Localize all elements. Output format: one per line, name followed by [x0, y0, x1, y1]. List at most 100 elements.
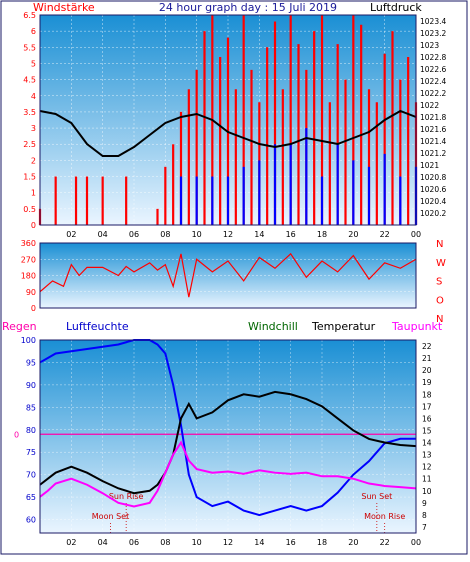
panel3-border: [39, 339, 417, 534]
reference-line: 0: [14, 430, 416, 439]
humidity-tick-label: 75: [26, 448, 36, 457]
pressure-tick-label: 1021: [420, 161, 439, 170]
humidity-tick-label: 90: [26, 381, 36, 390]
reference-line-label: 0: [14, 430, 19, 439]
temperature-tick-label: 11: [422, 475, 432, 484]
hour-tick-label: 10: [192, 230, 202, 239]
humidity-temperature-panel: Sun Rise Sun Set Moon Set Moon Rise 0 100 95…: [14, 336, 432, 547]
temperature-tick-label: 16: [422, 414, 432, 423]
hour-tick-label: 04: [98, 230, 108, 239]
wind-tick-label: 0.5: [23, 205, 36, 214]
pressure-series: [39, 109, 417, 157]
hour-tick-label: 10: [192, 538, 202, 547]
hour-tick-label: 16: [286, 230, 296, 239]
temperature-tick-label: 7: [422, 523, 427, 532]
hour-tick-label: 06: [129, 538, 139, 547]
temperature-tick-label: 9: [422, 499, 427, 508]
direction-tick-label: 180: [21, 272, 36, 281]
pressure-tick-label: 1020.4: [420, 197, 446, 206]
series-line: [39, 390, 417, 495]
pressure-axis-title: Luftdruck: [370, 1, 422, 14]
wind-tick-label: 5: [31, 59, 36, 68]
hour-tick-label: 08: [160, 538, 170, 547]
wind-direction-line: [39, 252, 417, 298]
legend-humidity: Luftfeuchte: [66, 320, 129, 333]
event-label: Sun Rise: [109, 492, 144, 501]
compass-label: O: [436, 295, 444, 306]
temperature-tick-label: 14: [422, 439, 432, 448]
humidity-tick-label: 85: [26, 403, 36, 412]
wind-tick-label: 2: [31, 156, 36, 165]
chart-title: 24 hour graph day : 15 Juli 2019: [159, 1, 337, 14]
temperature-tick-label: 22: [422, 342, 432, 351]
pressure-tick-label: 1021.6: [420, 125, 446, 134]
panel2-border: [39, 242, 417, 309]
wind-tick-label: 4.5: [23, 76, 36, 85]
temperature-tick-label: 10: [422, 487, 432, 496]
pressure-tick-label: 1020.8: [420, 173, 446, 182]
hour-tick-label: 08: [160, 230, 170, 239]
wind-tick-label: 6: [31, 27, 36, 36]
event-label: Moon Set: [92, 512, 129, 521]
hour-tick-label: 22: [380, 538, 390, 547]
humidity-tick-label: 70: [26, 471, 36, 480]
wind-tick-label: 1.5: [23, 173, 36, 182]
humidity-tick-label: 60: [26, 516, 36, 525]
wind-axis-title: Windstärke: [33, 1, 95, 14]
wind-tick-label: 2.5: [23, 140, 36, 149]
hour-tick-label: 14: [254, 538, 264, 547]
hour-tick-label: 18: [317, 538, 327, 547]
direction-y-axis: 360 270 180 90 0: [21, 239, 36, 313]
compass-label: N: [436, 314, 443, 325]
direction-tick-label: 90: [26, 288, 36, 297]
pressure-tick-label: 1023.4: [420, 17, 446, 26]
wind-tick-label: 1: [31, 189, 36, 198]
compass-label: S: [436, 277, 442, 288]
pressure-tick-label: 1021.2: [420, 149, 446, 158]
humidity-tick-label: 100: [21, 336, 36, 345]
wind-tick-label: 3: [31, 124, 36, 133]
pressure-line: [39, 109, 417, 157]
hour-tick-label: 12: [223, 230, 233, 239]
temperature-tick-label: 19: [422, 378, 432, 387]
legend-windchill: Windchill: [248, 320, 298, 333]
wind-tick-label: 6.5: [23, 11, 36, 20]
temperature-tick-label: 13: [422, 451, 432, 460]
hour-tick-label: 20: [348, 230, 358, 239]
humidity-y-axis: 100 95 90 85 80 75 70 65 60: [21, 336, 36, 525]
hour-tick-label: 00: [411, 538, 421, 547]
wind-avg-bars: [179, 128, 418, 225]
legend-rain: Regen: [2, 320, 37, 333]
event-label: Moon Rise: [364, 512, 405, 521]
pressure-tick-label: 1021.4: [420, 137, 446, 146]
wind-tick-label: 3.5: [23, 108, 36, 117]
hour-tick-label: 00: [411, 230, 421, 239]
wind-tick-label: 5.5: [23, 43, 36, 52]
hour-tick-label: 06: [129, 230, 139, 239]
humidity-tick-label: 80: [26, 426, 36, 435]
series-line: [39, 440, 417, 508]
wind-y-axis: 6.5 6 5.5 5 4.5 4 3.5 3 2.5 2 1.5 1 0.5 0: [23, 11, 36, 230]
direction-tick-label: 0: [31, 304, 36, 313]
hour-tick-label: 14: [254, 230, 264, 239]
panel1-x-axis: 02 04 06 08 10 12 14 16 18 20 22 00: [66, 230, 421, 239]
pressure-tick-label: 1022.4: [420, 77, 446, 86]
compass-label: W: [436, 258, 446, 269]
temperature-tick-label: 17: [422, 402, 432, 411]
compass-label: N: [436, 239, 443, 250]
direction-tick-label: 270: [21, 255, 36, 264]
temperature-tick-label: 20: [422, 366, 432, 375]
hour-tick-label: 22: [380, 230, 390, 239]
hour-tick-label: 02: [66, 230, 76, 239]
pressure-tick-label: 1022.6: [420, 65, 446, 74]
direction-tick-label: 360: [21, 239, 36, 248]
panel3-x-axis: 02 04 06 08 10 12 14 16 18 20 22 00: [66, 538, 421, 547]
pressure-tick-label: 1020.6: [420, 185, 446, 194]
humidity-tick-label: 65: [26, 493, 36, 502]
wind-pressure-panel: 6.565.554.543.532.521.510.50 1023.41023.…: [23, 11, 446, 239]
temperature-tick-label: 12: [422, 463, 432, 472]
pressure-tick-label: 1023.2: [420, 29, 446, 38]
